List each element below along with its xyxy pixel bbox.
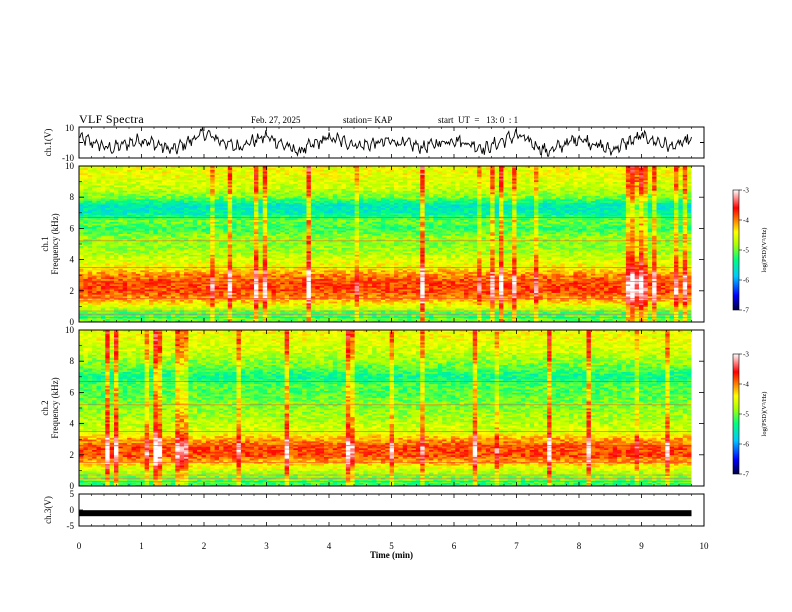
ch1-spectrogram-cells	[79, 166, 692, 322]
ch1-ytick-label-top: 10	[65, 123, 75, 133]
ch1-waveform-line	[79, 128, 692, 157]
ch1-waveform-ylabel: ch.1(V)	[43, 129, 53, 157]
